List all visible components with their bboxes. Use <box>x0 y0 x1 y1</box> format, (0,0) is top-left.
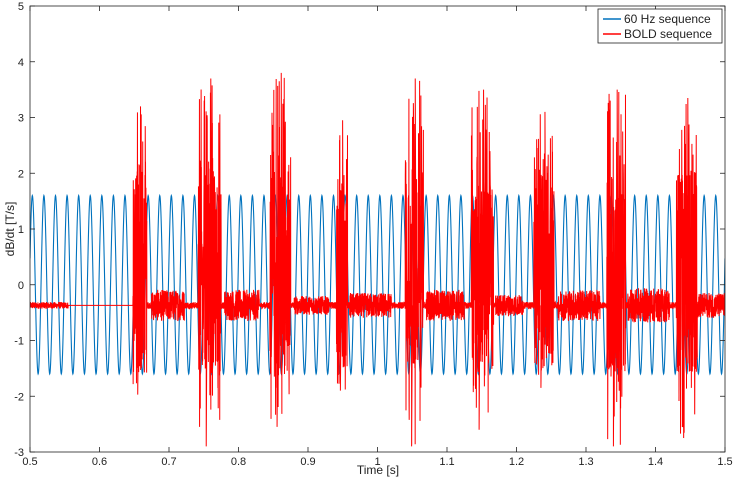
legend-label-bold: BOLD sequence <box>624 27 712 41</box>
x-tick-label: 1.1 <box>439 456 454 468</box>
x-tick-label: 0.7 <box>161 456 176 468</box>
x-tick-label: 0.9 <box>300 456 315 468</box>
y-tick-label: 3 <box>18 113 24 125</box>
x-tick-label: 1.5 <box>717 456 732 468</box>
legend: 60 Hz sequence BOLD sequence <box>597 8 723 44</box>
x-tick-label: 0.8 <box>231 456 246 468</box>
y-tick-label: 0 <box>18 280 24 292</box>
x-tick-label: 1.2 <box>509 456 524 468</box>
axes <box>29 5 726 453</box>
x-tick-label: 1 <box>374 456 380 468</box>
y-tick-label: 4 <box>18 57 24 69</box>
x-tick-labels: 0.5 0.6 0.7 0.8 0.9 1 1.1 1.2 1.3 1.4 1.5 <box>22 456 732 468</box>
x-axis-label: Time [s] <box>357 463 399 477</box>
y-tick-label: 2 <box>18 168 24 180</box>
x-tick-label: 1.3 <box>578 456 593 468</box>
series-bold-line <box>30 72 725 447</box>
y-tick-label: 1 <box>18 224 24 236</box>
x-tick-label: 1.4 <box>648 456 663 468</box>
y-axis-label: dB/dt [T/s] <box>3 202 17 257</box>
y-tick-labels: -3 -2 -1 0 1 2 3 4 5 <box>14 1 24 459</box>
legend-label-60hz: 60 Hz sequence <box>624 12 711 26</box>
y-tick-label: -2 <box>14 391 24 403</box>
y-tick-label: -1 <box>14 336 24 348</box>
x-tick-label: 0.5 <box>22 456 37 468</box>
y-tick-label: 5 <box>18 1 24 13</box>
y-tick-label: -3 <box>14 447 24 459</box>
plot-area <box>30 72 725 447</box>
legend-box <box>597 8 723 44</box>
x-tick-label: 0.6 <box>92 456 107 468</box>
